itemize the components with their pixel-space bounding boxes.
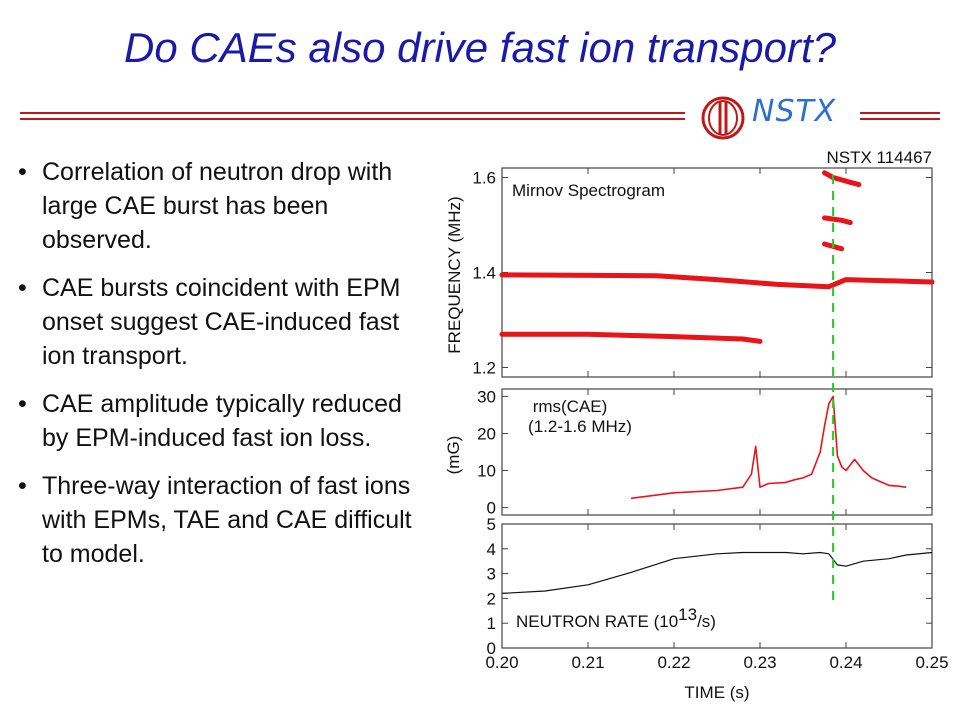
spectrogram-band: [499, 331, 763, 344]
y-tick-label: 1.4: [472, 264, 496, 283]
y-tick-label: 3: [487, 565, 496, 584]
header-rule-right-bottom: [860, 118, 940, 120]
bullet-list: Correlation of neutron drop with large C…: [18, 155, 428, 585]
header-rule-left-top: [20, 112, 685, 114]
neutron-frame: [501, 523, 933, 649]
neutron-title: NEUTRON RATE (1013/s): [516, 605, 716, 631]
nstx-logo-text: NSTX: [752, 94, 837, 129]
bullet-item: CAE amplitude typically reduced by EPM-i…: [18, 387, 428, 455]
y-tick-label: 1: [487, 614, 496, 633]
bullet-item: Correlation of neutron drop with large C…: [18, 155, 428, 257]
y-tick-label: 5: [487, 515, 496, 534]
spectrogram-band: [822, 170, 862, 188]
cae-frame: [501, 388, 933, 516]
slide-title: Do CAEs also drive fast ion transport?: [124, 24, 836, 71]
header-rule-right-top: [860, 112, 940, 114]
spectrogram-band: [822, 215, 853, 226]
y-tick-label: 2: [487, 589, 496, 608]
cae-rms-line: [630, 395, 907, 500]
x-tick-label: 0.22: [657, 653, 690, 672]
x-tick-label: 0.21: [571, 653, 604, 672]
cae-title: rms(CAE): [533, 397, 608, 416]
shot-label: NSTX 114467: [826, 148, 932, 167]
y-tick-label: 0: [487, 639, 496, 658]
header-rule-left-bottom: [20, 118, 685, 120]
cae-subtitle: (1.2-1.6 MHz): [528, 417, 632, 436]
time-axis-label: TIME (s): [684, 683, 749, 702]
y-tick-label: 30: [477, 387, 496, 406]
y-tick-label: 10: [477, 462, 496, 481]
x-tick-label: 0.25: [915, 653, 948, 672]
spectrogram-band: [499, 272, 935, 290]
y-tick-label: 20: [477, 424, 496, 443]
x-tick-label: 0.20: [485, 653, 518, 672]
spectrogram-title: Mirnov Spectrogram: [512, 181, 665, 200]
cae-ylabel: (mG): [444, 436, 463, 475]
x-tick-label: 0.24: [829, 653, 862, 672]
y-tick-label: 1.6: [472, 169, 496, 188]
bullet-item: CAE bursts coincident with EPM onset sug…: [18, 271, 428, 373]
nstx-logo-icon: [701, 96, 745, 140]
neutron-rate-line: [501, 551, 933, 594]
y-tick-label: 0: [487, 499, 496, 518]
x-tick-label: 0.23: [743, 653, 776, 672]
spectrogram-ylabel: FREQUENCY (MHz): [445, 196, 464, 353]
y-tick-label: 4: [487, 540, 496, 559]
bullet-item: Three-way interaction of fast ions with …: [18, 469, 428, 571]
y-tick-label: 1.2: [472, 359, 496, 378]
chart-marks: 1.2 1.4 1.6 0 10 20 30 0 1 2 3 4 5 0.20 0.21 0.22 0.23 0.…: [472, 168, 949, 672]
